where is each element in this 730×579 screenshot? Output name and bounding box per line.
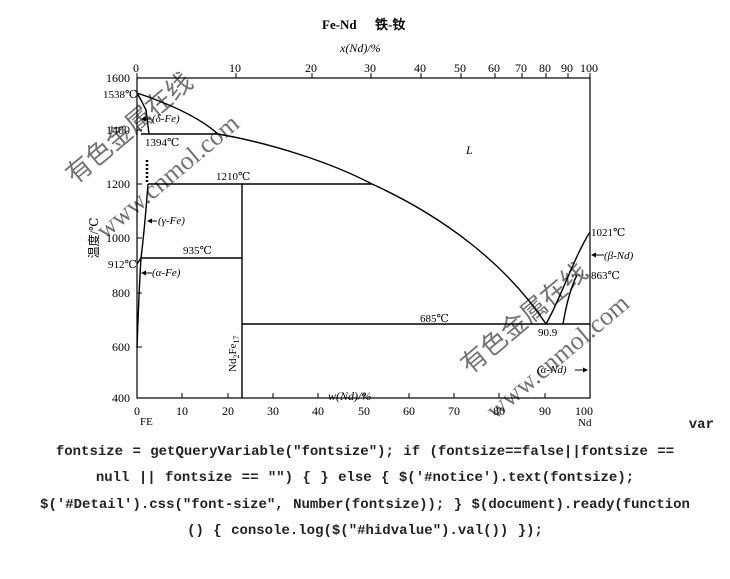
beta-nd-boundary	[562, 274, 578, 325]
label-912: 912℃	[108, 259, 137, 271]
nd-liquidus	[545, 231, 591, 325]
bottom-tick-label: 10	[176, 404, 188, 418]
label-685: 685℃	[420, 313, 449, 325]
top-axis-ticks	[136, 73, 591, 78]
code-line: () { console.log($("#hidvalue").val()) }…	[187, 523, 543, 539]
top-tick-label: 20	[305, 61, 317, 75]
label-liquid: L	[465, 143, 473, 157]
code-line: var	[688, 417, 714, 433]
label-alpha-nd: (α-Nd)	[537, 364, 567, 376]
top-tick-label: 70	[515, 61, 527, 75]
delta-fe-boundary	[136, 92, 150, 135]
right-end-label: Nd	[578, 417, 592, 429]
diagram-title-cn: 铁-钕	[374, 17, 405, 32]
liquidus-curve	[136, 92, 547, 325]
label-935: 935℃	[183, 245, 212, 257]
bottom-axis-tick-labels: 0 10 20 30 40 50 60 70 80 90 100	[134, 404, 593, 418]
top-tick-label: 100	[580, 61, 598, 75]
label-1538: 1538℃	[103, 89, 137, 101]
fe-nd-phase-diagram: Fe-Nd 铁-钕 x(Nd)/% 0 10 20 30 40 50 60 70…	[60, 17, 635, 429]
label-nd2fe17: Nd2Fe17	[227, 336, 241, 372]
y-tick-label: 1400	[106, 123, 130, 137]
label-gamma-fe: (γ-Fe)	[158, 215, 185, 227]
y-tick-label: 800	[112, 286, 130, 300]
y-tick-label: 1200	[106, 177, 130, 191]
label-eutectic: 90.9	[538, 327, 558, 339]
y-tick-label: 600	[112, 340, 130, 354]
bottom-tick-label: 90	[539, 404, 551, 418]
top-tick-label: 50	[454, 61, 466, 75]
y-axis-tick-labels: 400 600 800 1000 1200 1400 1600	[106, 71, 130, 405]
bottom-tick-label: 60	[403, 404, 415, 418]
bottom-tick-label: 30	[267, 404, 279, 418]
top-tick-label: 40	[414, 61, 426, 75]
code-line: $('#Detail').css("font-size", Number(fon…	[40, 496, 690, 513]
label-alpha-fe: (α-Fe)	[152, 267, 181, 279]
bottom-tick-label: 80	[493, 404, 505, 418]
bottom-tick-label: 0	[134, 404, 140, 418]
bottom-tick-label: 70	[448, 404, 460, 418]
y-tick-label: 1600	[106, 71, 130, 85]
bottom-axis-ticks	[136, 393, 591, 398]
top-tick-label: 60	[488, 61, 500, 75]
bottom-tick-label: 100	[575, 404, 593, 418]
alpha-fe-boundary	[136, 255, 142, 349]
bottom-tick-label: 50	[358, 404, 370, 418]
code-line: fontsize = getQueryVariable("fontsize");…	[55, 443, 675, 460]
label-delta-fe: (δ-Fe)	[152, 113, 180, 125]
top-tick-label: 30	[364, 61, 376, 75]
diagram-title: Fe-Nd	[322, 17, 357, 32]
label-1021: 1021℃	[591, 227, 625, 239]
top-tick-label: 90	[561, 61, 573, 75]
top-tick-label: 10	[229, 61, 241, 75]
label-beta-nd: (β-Nd)	[604, 250, 634, 262]
label-863: 863℃	[591, 270, 620, 282]
top-axis-label: x(Nd)/%	[339, 41, 381, 55]
left-end-label: FE	[140, 416, 153, 428]
label-1210: 1210℃	[216, 171, 250, 183]
y-tick-label: 1000	[106, 231, 130, 245]
script-text-block: var fontsize = getQueryVariable("fontsiz…	[14, 412, 716, 545]
bottom-axis-label: w(Nd)/%	[328, 389, 371, 403]
y-axis-label: 温度/℃	[86, 218, 101, 259]
y-tick-label: 400	[112, 391, 130, 405]
gamma-fe-loop	[140, 183, 149, 259]
bottom-tick-label: 20	[222, 404, 234, 418]
phase-arrows	[141, 116, 604, 373]
top-tick-label: 80	[539, 61, 551, 75]
bottom-tick-label: 40	[312, 404, 324, 418]
top-axis-tick-labels: 0 10 20 30 40 50 60 70 80 90 100	[133, 61, 598, 75]
label-1394: 1394℃	[145, 137, 179, 149]
top-tick-label: 0	[133, 61, 139, 75]
code-line: null || fontsize == "") { } else { $('#n…	[95, 470, 635, 486]
